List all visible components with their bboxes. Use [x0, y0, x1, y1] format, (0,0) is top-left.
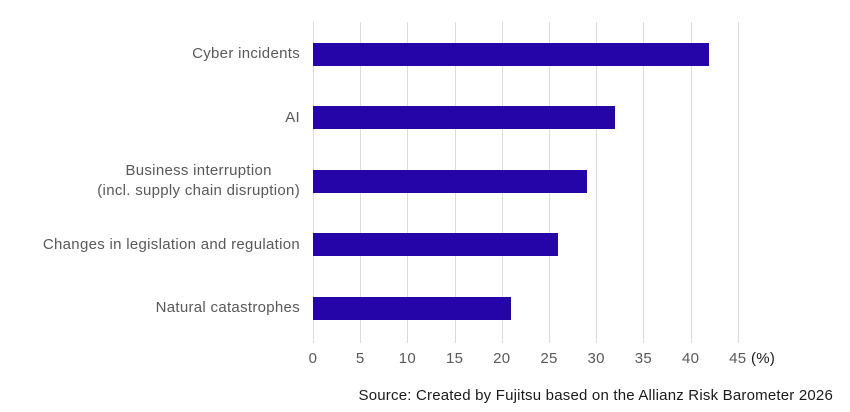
x-tick-label: 0: [308, 350, 318, 367]
source-caption: Source: Created by Fujitsu based on the …: [358, 387, 833, 404]
x-axis-unit-label: (%): [751, 350, 776, 367]
category-label: Cyber incidents: [192, 44, 300, 64]
category-label-line: Cyber incidents: [192, 45, 300, 63]
category-label-line: Business interruption: [125, 162, 272, 180]
x-tick-label: 30: [587, 350, 605, 367]
gridline: [737, 22, 739, 343]
category-label: AI: [285, 108, 300, 128]
gridline: [690, 22, 692, 343]
x-tick-label: 5: [355, 350, 365, 367]
bar: [313, 42, 710, 66]
category-label: Changes in legislation and regulation: [43, 235, 300, 255]
x-tick-label: 10: [398, 350, 417, 367]
x-tick-label: 45: [729, 350, 747, 367]
bar: [313, 106, 616, 130]
category-label: Natural catastrophes: [156, 298, 300, 318]
category-label-line: (incl. supply chain disruption): [97, 182, 300, 200]
x-tick-label: 20: [493, 350, 511, 367]
gridline: [643, 22, 645, 343]
bar: [313, 233, 559, 257]
category-label-line: Changes in legislation and regulation: [42, 235, 300, 253]
x-tick-label: 15: [445, 350, 464, 367]
x-tick-label: 25: [540, 350, 558, 367]
category-label-line: AI: [285, 108, 300, 126]
category-label: Business interruption (incl. supply chain…: [97, 161, 300, 201]
x-tick-label: 40: [681, 350, 700, 367]
x-tick-label: 35: [634, 350, 653, 367]
bar: [313, 296, 512, 320]
gridline: [596, 22, 598, 343]
category-label-line: Natural catastrophes: [155, 299, 300, 317]
bar: [313, 169, 587, 193]
